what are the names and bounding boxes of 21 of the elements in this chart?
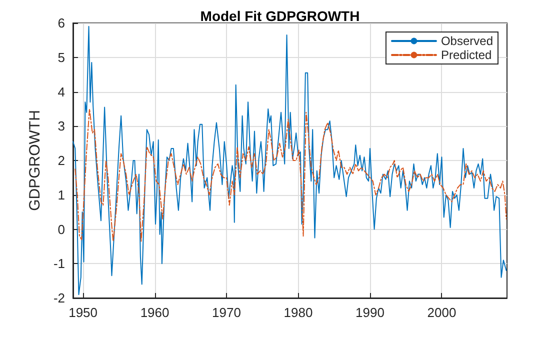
line-series xyxy=(72,26,507,296)
x-tick-label: 1970 xyxy=(212,305,241,320)
y-tick-label: 5 xyxy=(58,50,65,65)
y-tick-label: 3 xyxy=(58,118,65,134)
x-tick-label: 1990 xyxy=(356,305,384,320)
legend-label: Observed xyxy=(440,34,494,48)
y-tick-label: -2 xyxy=(53,290,65,306)
y-tick-label: 0 xyxy=(58,222,65,237)
y-tick-label: 1 xyxy=(58,187,65,202)
y-tick-label: -1 xyxy=(53,256,65,272)
x-tick-label: 1980 xyxy=(284,305,313,320)
y-tick-label: 2 xyxy=(58,153,65,168)
x-tick-label: 1950 xyxy=(68,305,98,320)
legend-label: Predicted xyxy=(440,48,492,62)
y-axis-title: GDPGROWTH xyxy=(26,110,44,211)
chart-title: Model Fit GDPGROWTH xyxy=(200,8,360,24)
y-tick-label: 4 xyxy=(58,84,65,100)
x-tick-label: 1960 xyxy=(140,305,170,320)
line-series xyxy=(74,108,507,242)
y-tick-label: 6 xyxy=(58,16,65,30)
x-tick-label: 2000 xyxy=(427,305,456,320)
